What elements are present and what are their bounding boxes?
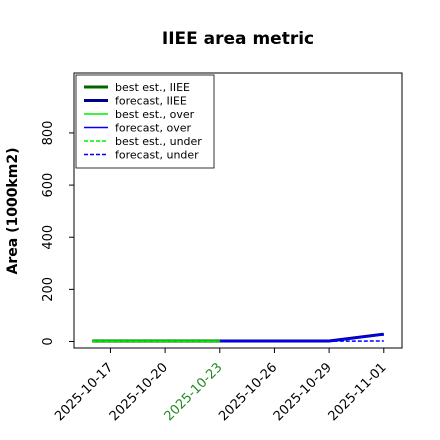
chart-title: IIEE area metric (162, 29, 314, 49)
x-tick-label: 2025-11-01 (326, 360, 390, 424)
y-tick-label: 800 (41, 121, 56, 146)
y-axis: 0 200 400 600 800 (41, 121, 74, 346)
y-tick-label: 200 (41, 277, 56, 302)
legend-box (75, 74, 215, 169)
series-layer (92, 332, 384, 343)
legend-label: forecast, under (115, 149, 199, 162)
x-axis: 2025-10-172025-10-202025-10-232025-10-26… (52, 348, 390, 424)
y-tick-label: 0 (41, 337, 56, 345)
legend-label: forecast, over (115, 122, 191, 135)
y-tick-label: 600 (41, 173, 56, 198)
legend-entry: best est., over (84, 108, 195, 121)
y-axis-label: Area (1000km2) (5, 148, 21, 275)
legend-entry: best est., under (84, 135, 202, 148)
legend-label: best est., IIEE (115, 81, 190, 94)
legend-entry: forecast, IIEE (84, 95, 187, 108)
legend-label: best est., over (115, 108, 195, 121)
legend-entry: forecast, under (84, 149, 199, 162)
plot-frame (73, 72, 403, 349)
legend-label: forecast, IIEE (115, 95, 187, 108)
legend-entry: best est., IIEE (84, 81, 190, 94)
y-tick-label: 400 (41, 225, 56, 250)
legend-label: best est., under (115, 135, 202, 148)
legend-entry: forecast, over (84, 122, 191, 135)
